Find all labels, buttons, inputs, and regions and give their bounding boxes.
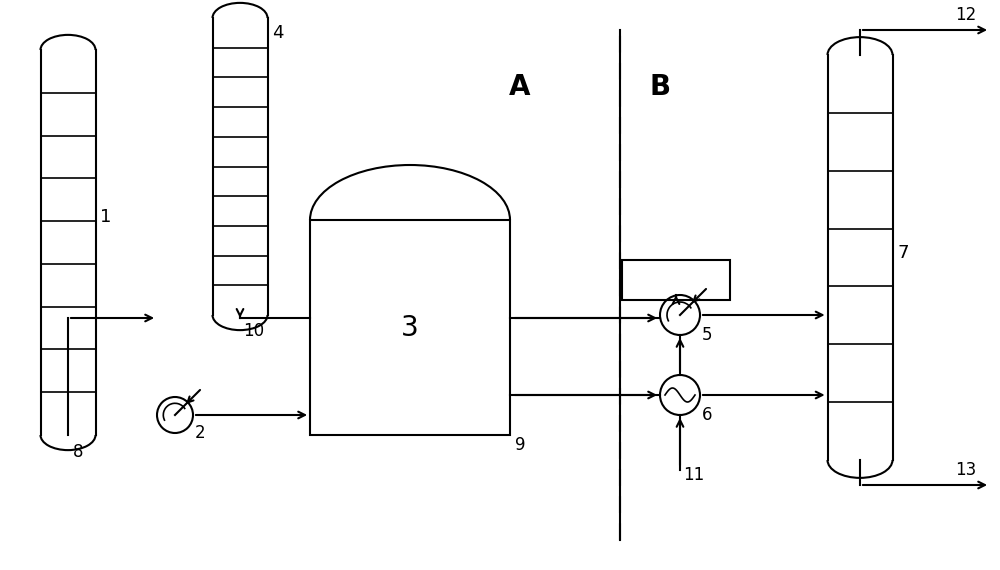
- Bar: [310, 220, 510, 435]
- Text: 5: 5: [702, 326, 712, 344]
- Text: 6: 6: [702, 406, 712, 424]
- Bar: [622, 260, 730, 300]
- Text: 3: 3: [401, 314, 419, 341]
- Text: 1: 1: [100, 209, 112, 226]
- Text: 11: 11: [683, 466, 704, 484]
- Text: 4: 4: [272, 24, 284, 42]
- Text: 2: 2: [195, 424, 206, 442]
- Text: 7: 7: [898, 243, 909, 262]
- Text: 8: 8: [73, 443, 84, 461]
- Text: 9: 9: [515, 436, 526, 454]
- Text: A: A: [509, 73, 531, 101]
- Text: 10: 10: [243, 322, 264, 340]
- Text: 12: 12: [955, 6, 976, 24]
- Text: B: B: [649, 73, 671, 101]
- Text: 13: 13: [955, 461, 976, 479]
